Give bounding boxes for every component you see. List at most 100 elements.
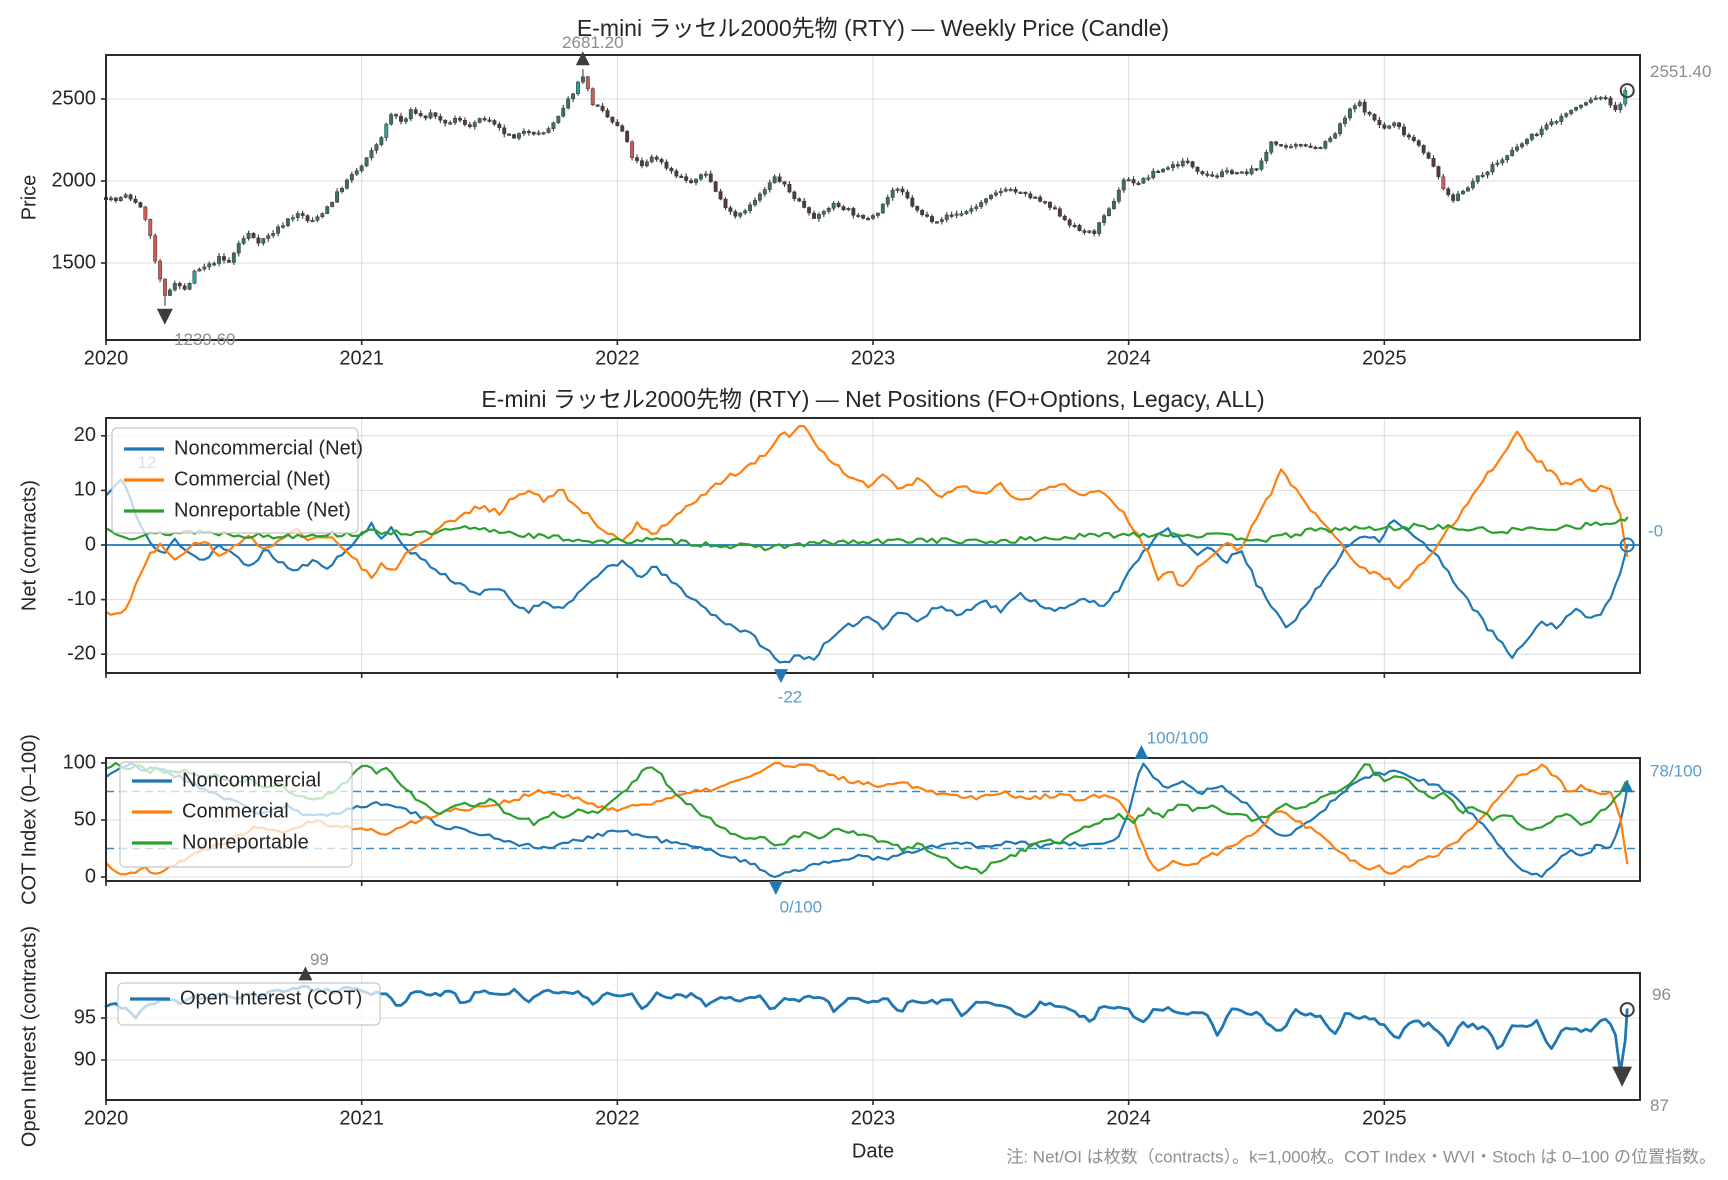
candle-body (1156, 170, 1161, 173)
x-tick-label: 2020 (84, 347, 129, 369)
candle-body (797, 198, 802, 202)
candle-body (266, 235, 271, 239)
x-tick-label: 2024 (1106, 347, 1151, 369)
candle-body (497, 123, 502, 129)
candle-body (172, 283, 177, 291)
candle-body (1372, 114, 1377, 121)
cot_index-y-axis-label: COT Index (0–100) (18, 734, 40, 905)
candle-body (910, 197, 915, 207)
candle-body (1539, 128, 1544, 135)
annotation-circle-icon (1619, 83, 1635, 99)
annotation-down-arrow-icon (156, 308, 173, 325)
annotation-down-arrow-icon (768, 881, 783, 895)
candle-body (816, 214, 821, 219)
candle-body (1421, 145, 1426, 154)
candle-body (959, 213, 964, 216)
candle-body (1166, 167, 1170, 170)
candle-body (1618, 103, 1623, 110)
y-tick-label: 100 (63, 751, 96, 773)
candle-body (984, 198, 989, 203)
candle-body (880, 204, 885, 214)
candle-body (517, 133, 521, 139)
candle-body (1593, 97, 1598, 100)
candle-body (556, 115, 561, 124)
candle-body (1436, 166, 1441, 178)
candle-body (551, 122, 556, 129)
y-tick-label: 2500 (52, 87, 97, 109)
candle-body (1588, 99, 1593, 103)
candle-body (1461, 190, 1465, 195)
candle-body (1239, 171, 1244, 174)
candle-body (443, 119, 448, 124)
candle-body (679, 175, 684, 179)
y-tick-label: -20 (67, 642, 96, 664)
candle-body (1288, 146, 1293, 149)
candle-body (1303, 144, 1308, 147)
candle-body (276, 226, 281, 234)
candle-body (1185, 160, 1190, 163)
candle-body (546, 128, 551, 133)
candle-body (1323, 141, 1328, 149)
series-line-noncommercial (104, 762, 1629, 879)
candle-body (251, 233, 256, 239)
annotation-circle-icon (1619, 1002, 1635, 1018)
x-tick-label: 2025 (1362, 1107, 1407, 1129)
candle-body (1426, 152, 1431, 159)
candle-body (1377, 119, 1382, 125)
x-tick-label: 2023 (851, 347, 896, 369)
candle-body (379, 137, 384, 145)
candle-body (448, 122, 453, 125)
candle-body (659, 159, 664, 163)
candle-body (1013, 188, 1018, 193)
candle-body (728, 207, 733, 212)
candle-body (477, 118, 482, 123)
candle-body (1441, 176, 1446, 190)
candle-body (1451, 194, 1456, 201)
candle-body (187, 283, 192, 290)
candle-body (1406, 134, 1411, 138)
x-tick-label: 2021 (339, 347, 384, 369)
candle-body (802, 200, 807, 208)
candle-body (182, 285, 187, 290)
candle-body (590, 88, 595, 106)
candle-body (836, 202, 841, 207)
candle-body (644, 161, 649, 167)
candle-body (521, 130, 526, 134)
candle-body (113, 197, 118, 201)
candle-body (580, 76, 585, 83)
x-tick-label: 2024 (1106, 1107, 1151, 1129)
candle-body (167, 289, 172, 296)
x-tick-label: 2022 (595, 347, 640, 369)
candle-body (885, 197, 890, 205)
candle-body (630, 141, 635, 158)
candle-body (1470, 181, 1475, 189)
candle-body (1293, 144, 1298, 147)
candle-body (856, 214, 861, 217)
candle-body (202, 266, 207, 270)
candle-body (1229, 170, 1234, 175)
candle-body (1210, 174, 1215, 177)
candle-body (487, 119, 492, 122)
candle-body (1564, 113, 1569, 117)
candle-body (1529, 133, 1534, 140)
candle-body (993, 192, 998, 196)
candle-body (231, 252, 236, 263)
candle-body (453, 117, 458, 123)
candle-body (1043, 201, 1048, 204)
candle-body (1254, 168, 1259, 171)
candle-body (1387, 125, 1392, 129)
candle-body (192, 270, 197, 284)
candle-body (1495, 162, 1500, 165)
candle-body (694, 178, 698, 183)
annotation-down-arrow-icon (773, 669, 788, 684)
candle-body (561, 107, 566, 117)
candle-body (177, 283, 182, 287)
candle-body (1092, 230, 1097, 234)
candle-body (354, 170, 359, 175)
candle-body (920, 209, 925, 216)
candle-body (344, 179, 349, 189)
candle-body (939, 219, 944, 223)
candle-body (1347, 108, 1352, 119)
candle-body (566, 98, 571, 109)
